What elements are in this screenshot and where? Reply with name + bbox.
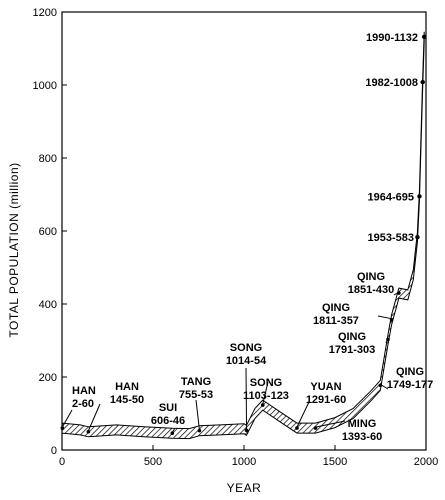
data-point: [86, 429, 91, 434]
annotation-pt-1964: 1964-695: [368, 191, 422, 203]
annotation-label-value: 1103-123: [243, 390, 289, 402]
population-band: [61, 31, 425, 440]
y-axis-title: TOTAL POPULATION (million): [7, 162, 21, 337]
annotation-pt-1953: 1953-583: [368, 232, 420, 244]
data-point: [417, 194, 422, 199]
x-tick-label: 2000: [414, 456, 438, 468]
y-tick-label: 800: [39, 153, 57, 165]
data-point: [378, 383, 383, 388]
data-point: [397, 291, 401, 295]
annotation-label-dynasty: HAN: [72, 385, 96, 397]
annotation-label-dynasty: QING: [357, 271, 385, 283]
x-tick-label: 500: [144, 456, 162, 468]
data-point: [60, 426, 65, 430]
annotation-label-value: 1982-1008: [365, 77, 418, 89]
annotation-label-dynasty: SONG: [250, 377, 282, 389]
data-point: [170, 431, 175, 436]
annotation-label-value: 1014-54: [226, 355, 267, 367]
x-tick-label: 1500: [323, 456, 347, 468]
x-axis-title: YEAR: [227, 481, 262, 495]
annotation-label-dynasty: SUI: [159, 402, 177, 414]
y-tick-label: 1200: [33, 7, 57, 19]
x-tick-label: 0: [59, 456, 65, 468]
annotation-label-value: 1811-357: [313, 315, 359, 327]
data-point: [295, 426, 299, 430]
data-point: [420, 79, 425, 85]
data-point: [389, 317, 394, 322]
annotation-label-value: 1851-430: [348, 284, 395, 296]
leader-line: [87, 403, 101, 431]
leader-line: [377, 315, 392, 320]
annotation-label-value: 1291-60: [306, 394, 346, 406]
leader-line: [315, 420, 346, 428]
annotation-label-dynasty: QING: [322, 302, 350, 314]
leader-line: [245, 367, 248, 430]
x-tick-label: 1000: [232, 456, 256, 468]
annotation-label-dynasty: QING: [396, 366, 424, 378]
leader-line: [195, 399, 200, 430]
annotation-label-dynasty: MING: [348, 418, 377, 430]
annotation-pt-1982: 1982-1008: [365, 77, 425, 89]
annotation-label-dynasty: YUAN: [310, 381, 341, 393]
annotation-pt-1990: 1990-1132: [366, 32, 427, 44]
annotation-label-dynasty: QING: [338, 331, 366, 343]
leader-line: [61, 409, 73, 428]
leader-line: [262, 381, 269, 405]
y-tick-label: 200: [39, 372, 57, 384]
data-point: [197, 428, 202, 433]
data-point: [386, 337, 390, 342]
annotation-label-dynasty: TANG: [181, 376, 211, 388]
annotation-label-dynasty: SONG: [230, 342, 262, 354]
annotation-label-value: 1749-177: [387, 379, 434, 391]
annotation-label-value: 606-46: [151, 415, 185, 427]
leader-line: [296, 401, 310, 428]
annotation-label-dynasty: HAN: [115, 381, 139, 393]
y-tick-label: 1000: [33, 80, 57, 92]
annotation-label-value: 1393-60: [342, 431, 382, 443]
y-tick-label: 0: [51, 445, 57, 457]
annotation-label-value: 2-60: [72, 398, 94, 410]
annotation-label-value: 1953-583: [368, 232, 415, 244]
annotation-label-value: 145-50: [110, 394, 144, 406]
y-tick-label: 600: [39, 226, 57, 238]
annotation-label-value: 1990-1132: [366, 32, 418, 44]
data-point: [421, 34, 427, 40]
annotation-label-value: 755-53: [179, 389, 213, 401]
y-tick-label: 400: [39, 299, 57, 311]
data-point: [260, 403, 265, 407]
annotation-label-value: 1791-303: [329, 344, 376, 356]
data-point: [313, 426, 318, 430]
data-point: [415, 235, 420, 240]
annotation-label-value: 1964-695: [368, 191, 415, 203]
data-point: [244, 428, 249, 433]
